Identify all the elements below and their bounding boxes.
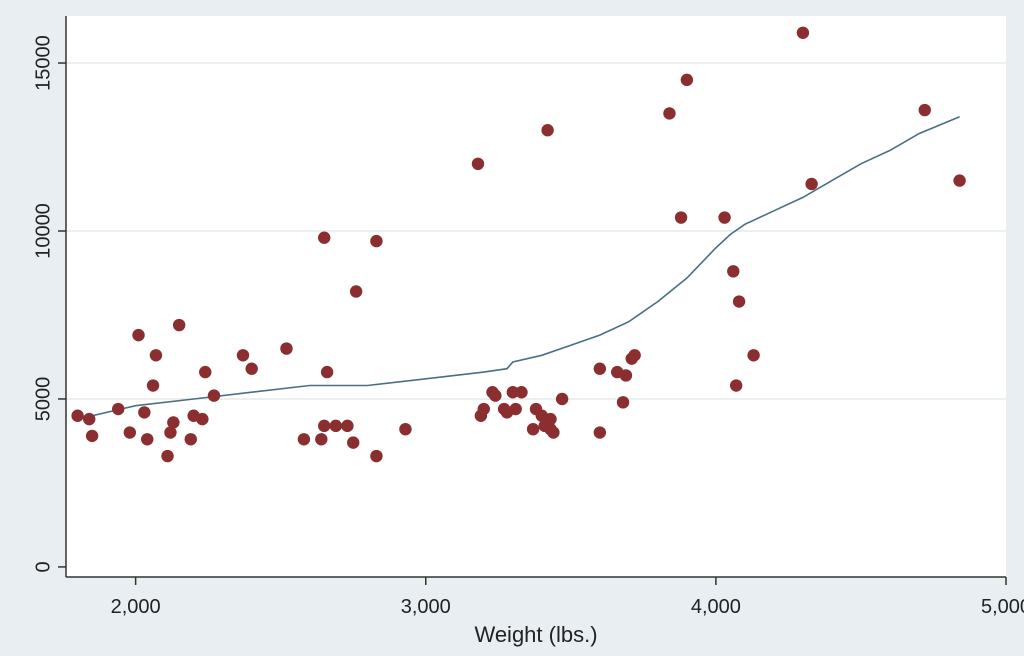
data-point xyxy=(172,318,186,332)
data-point xyxy=(318,419,331,433)
data-point xyxy=(141,433,154,446)
data-point xyxy=(619,369,633,382)
data-point xyxy=(318,231,331,244)
x-tick-label: 3,000 xyxy=(401,596,451,618)
gridlines xyxy=(66,62,1006,400)
data-point xyxy=(297,433,311,446)
data-point xyxy=(196,412,209,426)
data-point xyxy=(544,412,557,426)
data-point xyxy=(161,449,174,463)
x-tick-label: 5,000 xyxy=(981,596,1024,618)
data-point xyxy=(315,433,328,446)
data-point xyxy=(805,177,818,191)
data-point xyxy=(593,362,607,375)
data-point xyxy=(515,386,528,399)
data-point xyxy=(796,26,810,39)
data-point xyxy=(477,402,490,416)
data-point xyxy=(674,211,688,224)
data-point xyxy=(616,396,630,409)
data-point xyxy=(953,174,966,187)
data-point xyxy=(280,342,293,355)
data-point xyxy=(663,107,676,120)
data-point xyxy=(236,349,250,362)
data-point xyxy=(164,426,177,439)
fit-line xyxy=(77,116,960,420)
data-point xyxy=(146,379,160,392)
data-point xyxy=(123,426,137,439)
data-point xyxy=(347,436,360,449)
data-point xyxy=(184,433,197,446)
data-point xyxy=(918,103,931,117)
data-point xyxy=(207,389,221,402)
plot-background xyxy=(66,16,1006,577)
data-point xyxy=(245,362,258,375)
data-point xyxy=(727,265,740,278)
data-point xyxy=(729,379,743,392)
data-point xyxy=(138,406,151,419)
data-point xyxy=(329,419,343,433)
data-point xyxy=(471,157,485,171)
data-point xyxy=(541,124,554,137)
data-point xyxy=(628,349,641,362)
data-point xyxy=(349,285,363,298)
points-layer xyxy=(71,26,966,463)
data-point xyxy=(71,409,84,422)
data-point xyxy=(167,416,180,429)
x-tick-label: 2,000 xyxy=(111,596,161,618)
data-point xyxy=(526,422,540,436)
data-point xyxy=(506,386,519,399)
data-point xyxy=(149,349,163,362)
y-tick-label: 5000 xyxy=(32,377,54,422)
data-point xyxy=(320,365,334,379)
x-axis-title: Weight (lbs.) xyxy=(474,622,597,647)
data-point xyxy=(489,389,502,402)
data-point xyxy=(718,211,731,224)
y-tick-label: 10000 xyxy=(32,203,54,259)
data-point xyxy=(85,429,99,443)
data-point xyxy=(83,412,96,426)
data-point xyxy=(509,402,522,416)
data-point xyxy=(680,73,694,87)
data-point xyxy=(112,402,125,416)
data-point xyxy=(547,426,560,439)
x-tick-label: 4,000 xyxy=(691,596,741,618)
data-point xyxy=(593,426,607,439)
y-tick-label: 15000 xyxy=(32,35,54,91)
y-tick-label: 0 xyxy=(32,561,54,572)
data-point xyxy=(555,392,569,406)
data-point xyxy=(747,349,760,362)
data-point xyxy=(399,422,412,436)
data-point xyxy=(341,419,354,433)
data-point xyxy=(732,295,746,308)
data-point xyxy=(370,449,383,463)
data-point xyxy=(370,234,383,248)
y-axis: 0 5000 10000 15000 xyxy=(32,16,67,577)
data-point xyxy=(132,328,145,342)
fit-line-layer xyxy=(77,116,960,420)
data-point xyxy=(199,365,212,379)
x-axis: 2,000 3,000 4,000 5,000 xyxy=(66,576,1024,618)
